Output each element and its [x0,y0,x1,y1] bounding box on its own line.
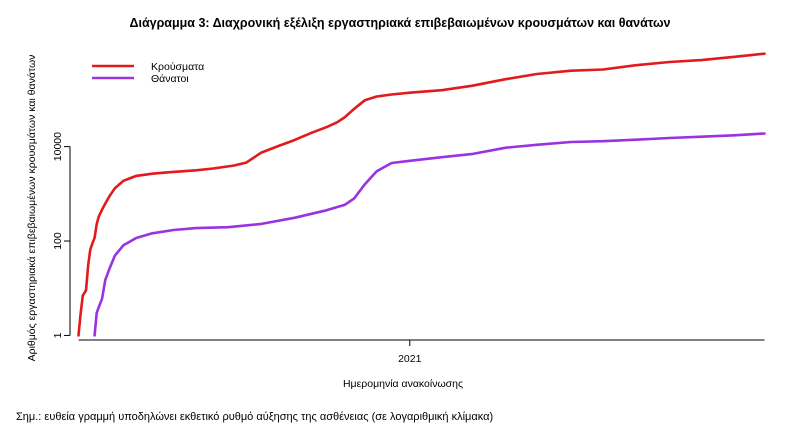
legend-label-2: Θάνατοι [151,73,189,85]
series-line-2 [93,132,766,337]
y-tick-label-2: 10000 [52,132,64,161]
x-axis-label: Ημερομηνία ανακοίνωσης [342,378,464,390]
footnote: Σημ.: ευθεία γραμμή υποδηλώνει εκθετικό … [16,411,494,423]
x-tick-label-0: 2021 [398,353,422,365]
chart-title: Διάγραμμα 3: Διαχρονική εξέλιξη εργαστηρ… [129,16,671,30]
legend-label-1: Κρούσματα [151,61,204,73]
series-line-1 [77,52,766,337]
y-tick-label-1: 100 [52,232,64,250]
y-tick-label-0: 1 [52,332,64,338]
